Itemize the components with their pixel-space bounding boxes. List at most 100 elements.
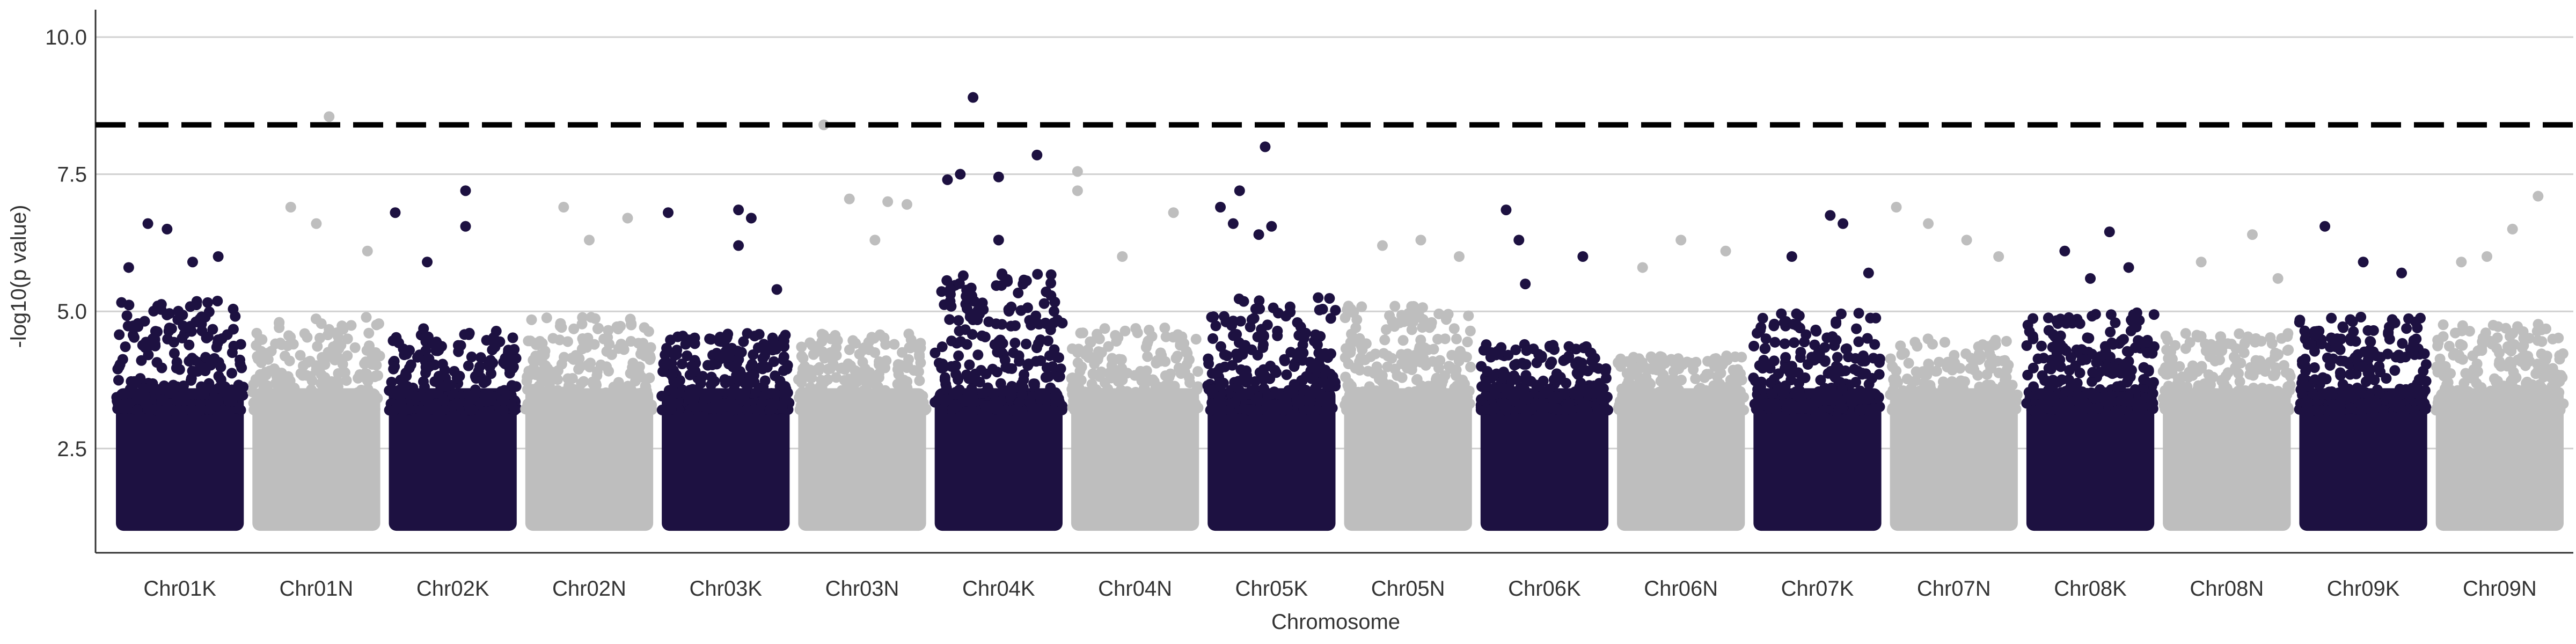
data-point — [1313, 292, 1324, 303]
data-point — [152, 326, 163, 338]
data-point — [1206, 311, 1217, 323]
data-point — [361, 312, 372, 323]
data-point — [1775, 383, 1786, 394]
data-point — [1651, 405, 1663, 416]
data-point — [957, 270, 969, 281]
data-point — [1489, 386, 1501, 398]
data-point — [1099, 323, 1110, 334]
data-point — [824, 363, 836, 374]
data-point — [1235, 316, 1246, 327]
data-point — [805, 382, 816, 393]
data-point — [1919, 400, 1930, 411]
data-point — [1325, 348, 1336, 360]
data-point — [2484, 404, 2495, 415]
point-band — [116, 388, 244, 531]
peak-point — [1891, 202, 1902, 213]
data-point — [1973, 341, 1984, 352]
data-point — [781, 363, 793, 375]
data-point — [591, 370, 603, 381]
data-point — [218, 405, 229, 416]
data-point — [667, 369, 678, 380]
data-point — [1175, 338, 1186, 349]
peak-point — [362, 245, 373, 257]
data-point — [753, 404, 765, 415]
data-point — [2512, 384, 2523, 396]
data-point — [1811, 326, 1822, 337]
peak-point — [1838, 218, 1849, 229]
data-point — [585, 357, 596, 369]
data-point — [192, 365, 203, 377]
data-point — [1213, 404, 1224, 415]
data-point — [1841, 343, 1853, 354]
data-point — [936, 341, 948, 353]
data-point — [2282, 328, 2294, 339]
data-point — [1294, 347, 1305, 358]
data-point — [2516, 356, 2527, 367]
data-point — [967, 329, 978, 340]
data-point — [1022, 360, 1034, 371]
data-point — [1026, 319, 1037, 331]
data-point — [1703, 369, 1715, 380]
data-point — [158, 384, 169, 395]
x-tick-label: Chr04K — [962, 577, 1035, 601]
data-point — [339, 367, 350, 378]
data-point — [213, 382, 224, 393]
data-point — [121, 310, 133, 321]
x-tick-label: Chr05N — [1371, 577, 1445, 601]
data-point — [1243, 389, 1255, 400]
data-point — [1510, 344, 1521, 355]
data-point — [941, 275, 953, 286]
data-point — [1478, 345, 1489, 356]
data-point — [996, 319, 1007, 330]
data-point — [2084, 402, 2095, 413]
data-point — [1417, 322, 1428, 333]
data-point — [1755, 321, 1767, 333]
data-point — [759, 375, 771, 386]
peak-point — [1227, 218, 1239, 229]
data-point — [1243, 404, 1254, 415]
data-point — [1417, 302, 1428, 313]
data-point — [961, 284, 972, 296]
data-point — [2064, 364, 2075, 376]
data-point — [1226, 320, 1238, 331]
data-point — [347, 404, 358, 415]
data-point — [261, 394, 272, 405]
data-point — [1183, 354, 1195, 365]
data-point — [1254, 295, 1265, 306]
data-point — [707, 359, 718, 370]
data-point — [1481, 376, 1492, 387]
data-point — [2477, 332, 2489, 343]
data-point — [2082, 332, 2093, 343]
data-point — [995, 378, 1006, 389]
data-point — [2295, 384, 2307, 396]
peak-point — [2104, 226, 2115, 237]
data-point — [169, 348, 180, 359]
y-tick-label: 5.0 — [57, 300, 87, 324]
data-point — [316, 318, 327, 329]
data-point — [1475, 394, 1487, 405]
data-point — [289, 383, 300, 394]
data-point — [248, 379, 259, 390]
data-point — [2179, 390, 2191, 401]
data-point — [1230, 397, 1241, 408]
data-point — [1380, 400, 1392, 411]
data-point — [1055, 363, 1066, 375]
data-point — [868, 333, 880, 344]
data-point — [2266, 338, 2278, 349]
data-point — [719, 398, 730, 409]
data-point — [2520, 402, 2531, 413]
data-point — [779, 385, 791, 396]
data-point — [903, 328, 914, 340]
data-point — [1748, 340, 1760, 352]
data-point — [187, 405, 198, 416]
peak-point — [869, 235, 881, 246]
data-point — [826, 354, 838, 365]
data-point — [2531, 326, 2543, 337]
data-point — [1939, 336, 1950, 348]
data-point — [2301, 401, 2312, 413]
data-point — [1188, 396, 1199, 407]
data-point — [1403, 308, 1414, 319]
peak-point — [311, 218, 322, 229]
x-axis-label: Chromosome — [1271, 610, 1400, 634]
data-point — [858, 344, 869, 355]
